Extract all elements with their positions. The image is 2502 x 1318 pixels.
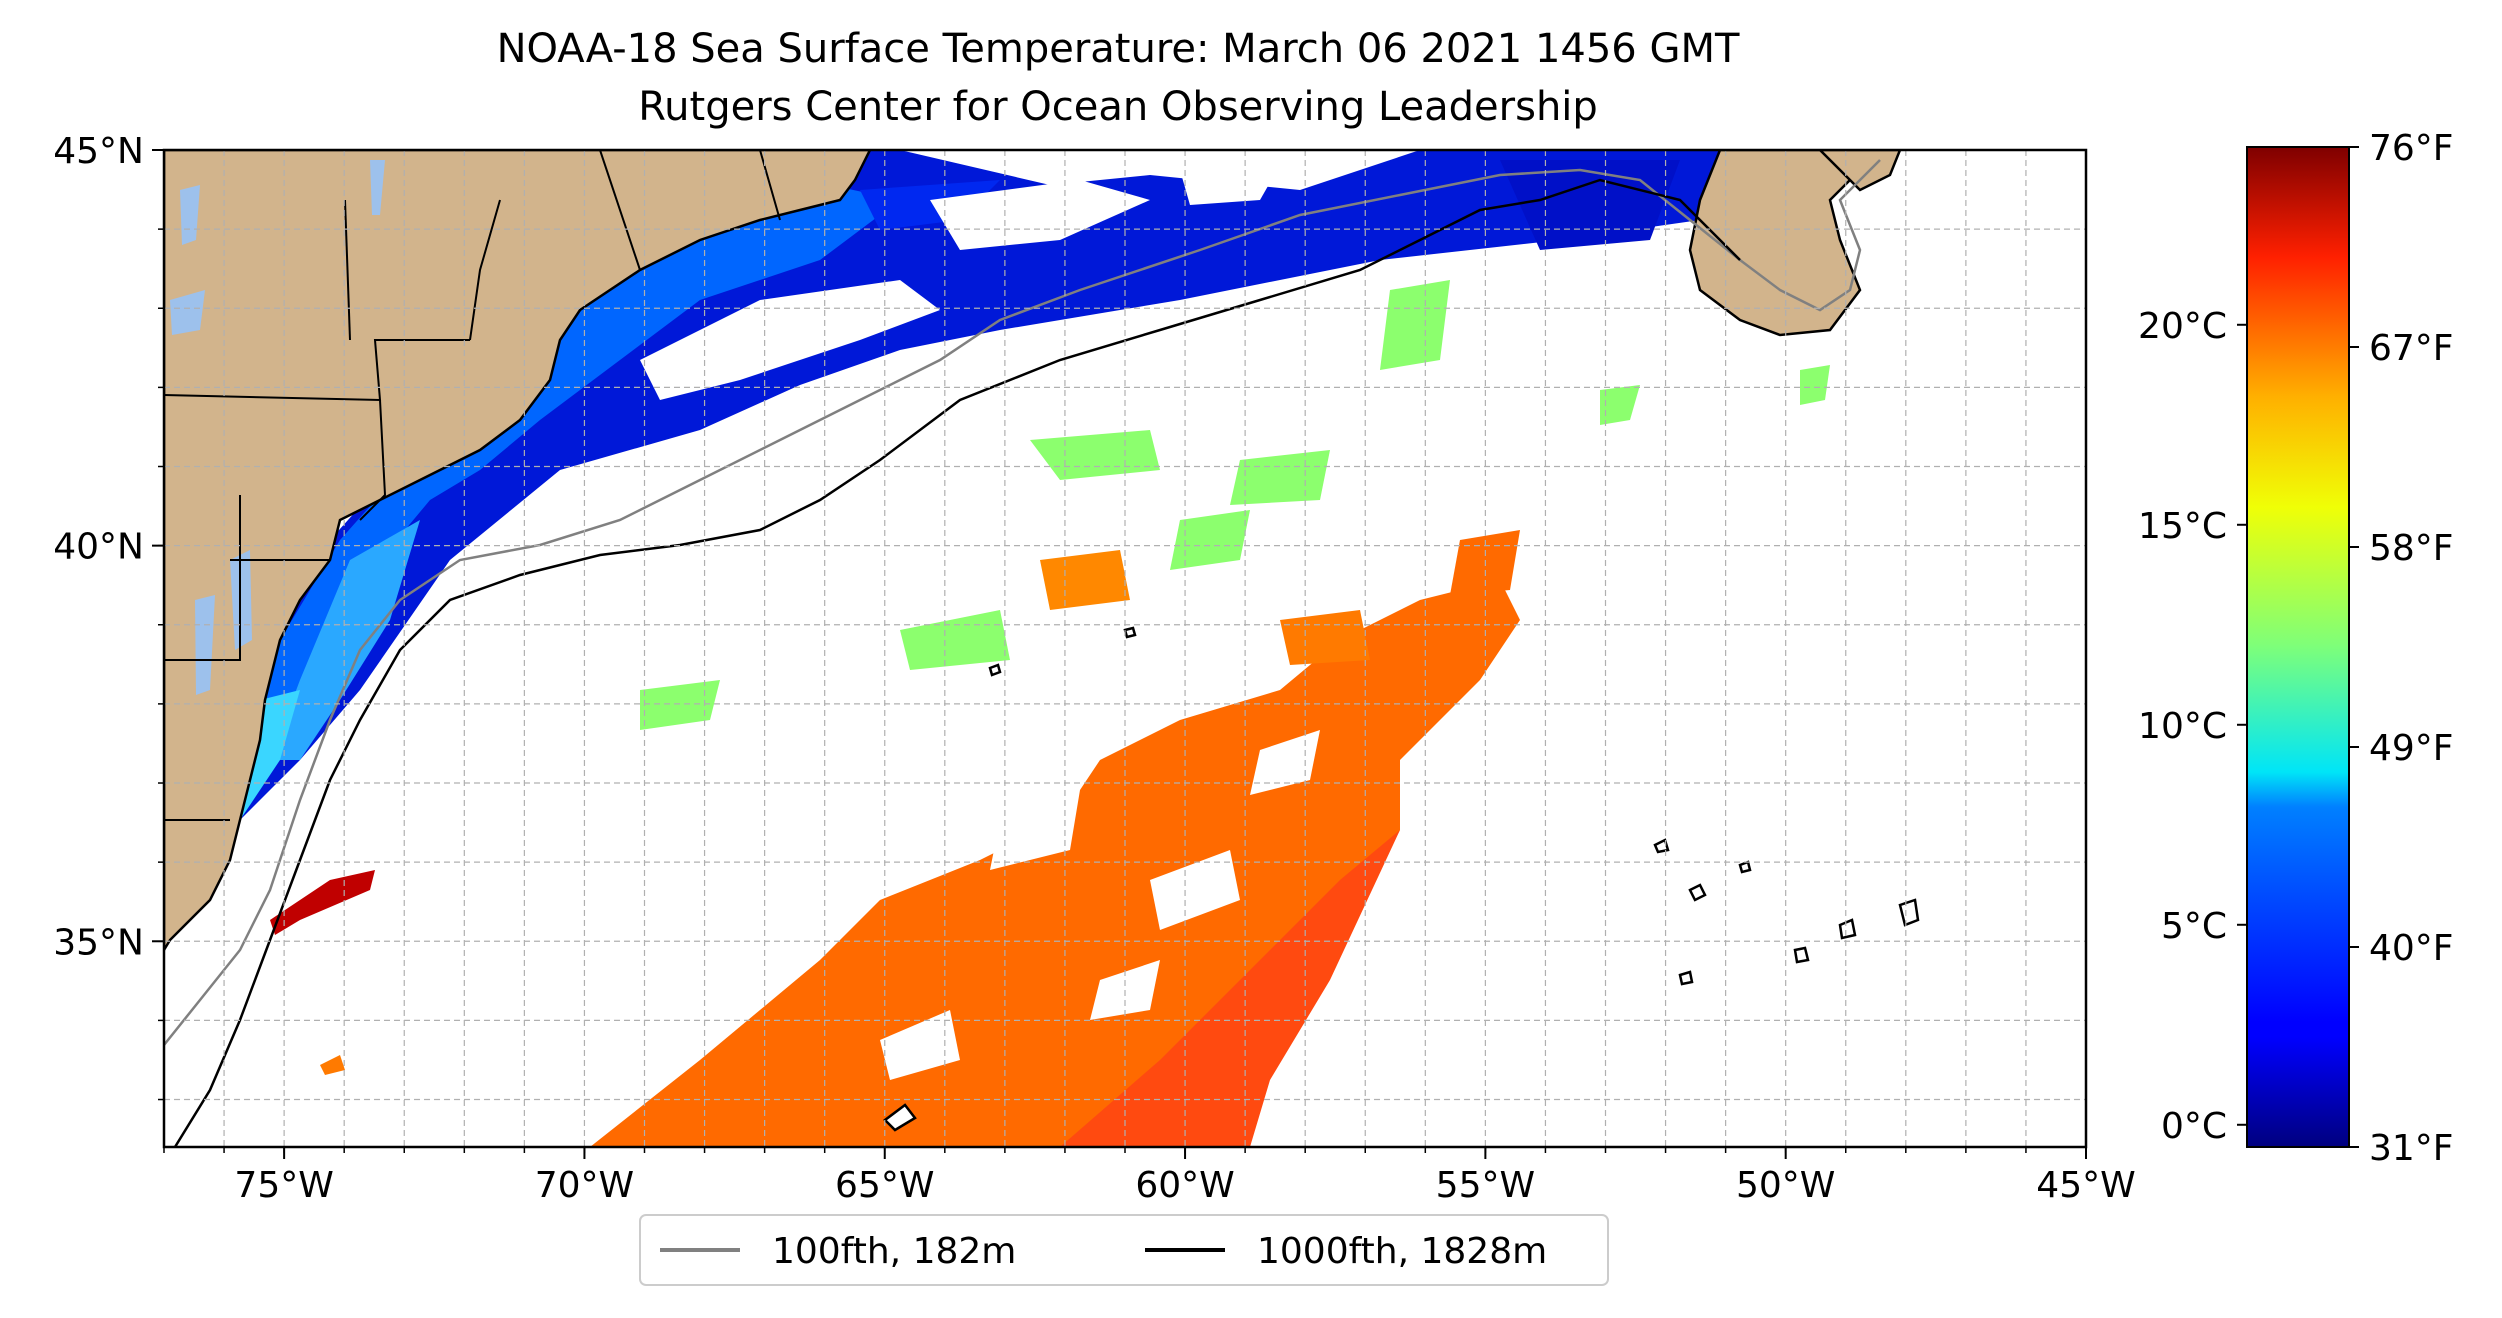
lon-tick-label: 70°W bbox=[535, 1165, 634, 1206]
legend-label-1000fth: 1000fth, 1828m bbox=[1257, 1231, 1547, 1272]
map-area bbox=[164, 150, 2086, 1147]
legend-box bbox=[639, 1214, 1609, 1286]
longitude-axis: 75°W 70°W 65°W 60°W 55°W 50°W 45°W bbox=[163, 1147, 2136, 1206]
colorbar-gradient bbox=[2246, 146, 2350, 1148]
lon-tick-label: 75°W bbox=[234, 1165, 333, 1206]
lon-tick-label: 45°W bbox=[2036, 1165, 2135, 1206]
colorbar-f-label: 49°F bbox=[2369, 728, 2454, 769]
colorbar-f-label: 76°F bbox=[2369, 128, 2454, 169]
map-gridlines bbox=[164, 150, 2086, 1147]
colorbar: 0°C 5°C 10°C 15°C 20°C 31°F 40°F 49°F 58°F 67°F 7… bbox=[2138, 128, 2453, 1169]
map-title-line2: Rutgers Center for Ocean Observing Leade… bbox=[638, 84, 1598, 130]
isobath-1000fth bbox=[173, 178, 1741, 1147]
colorbar-c-label: 15°C bbox=[2138, 506, 2227, 547]
colorbar-c-label: 0°C bbox=[2161, 1106, 2227, 1147]
sst-hot-spot bbox=[270, 870, 375, 935]
map-title-line1: NOAA-18 Sea Surface Temperature: March 0… bbox=[497, 26, 1740, 72]
colorbar-c-label: 10°C bbox=[2138, 706, 2227, 747]
lat-tick-label: 45°N bbox=[53, 131, 144, 172]
isobath-legend: 100fth, 182m 1000fth, 1828m bbox=[639, 1214, 1609, 1286]
colorbar-fahrenheit-axis: 31°F 40°F 49°F 58°F 67°F 76°F bbox=[2349, 128, 2454, 1169]
latitude-axis: 45°N 40°N 35°N bbox=[53, 131, 164, 1101]
legend-label-100fth: 100fth, 182m bbox=[772, 1231, 1016, 1272]
sst-small-warm-patch bbox=[320, 1055, 345, 1075]
state-borders bbox=[164, 150, 781, 821]
lon-tick-label: 65°W bbox=[835, 1165, 934, 1206]
lon-tick-label: 55°W bbox=[1436, 1165, 1535, 1206]
lon-tick-label: 50°W bbox=[1736, 1165, 1835, 1206]
lon-tick-label: 60°W bbox=[1135, 1165, 1234, 1206]
lat-tick-label: 40°N bbox=[53, 527, 144, 568]
colorbar-c-label: 20°C bbox=[2138, 306, 2227, 347]
islands bbox=[883, 626, 1920, 1132]
colorbar-f-label: 31°F bbox=[2369, 1128, 2454, 1169]
isobath-100fth bbox=[164, 159, 1881, 1046]
colorbar-f-label: 67°F bbox=[2369, 328, 2454, 369]
lat-tick-label: 35°N bbox=[53, 922, 144, 963]
sst-warm-gulf-stream-water bbox=[590, 530, 1520, 1147]
colorbar-f-label: 40°F bbox=[2369, 928, 2454, 969]
colorbar-celsius-axis: 0°C 5°C 10°C 15°C 20°C bbox=[2138, 306, 2247, 1147]
colorbar-c-label: 5°C bbox=[2161, 906, 2227, 947]
colorbar-f-label: 58°F bbox=[2369, 528, 2454, 569]
